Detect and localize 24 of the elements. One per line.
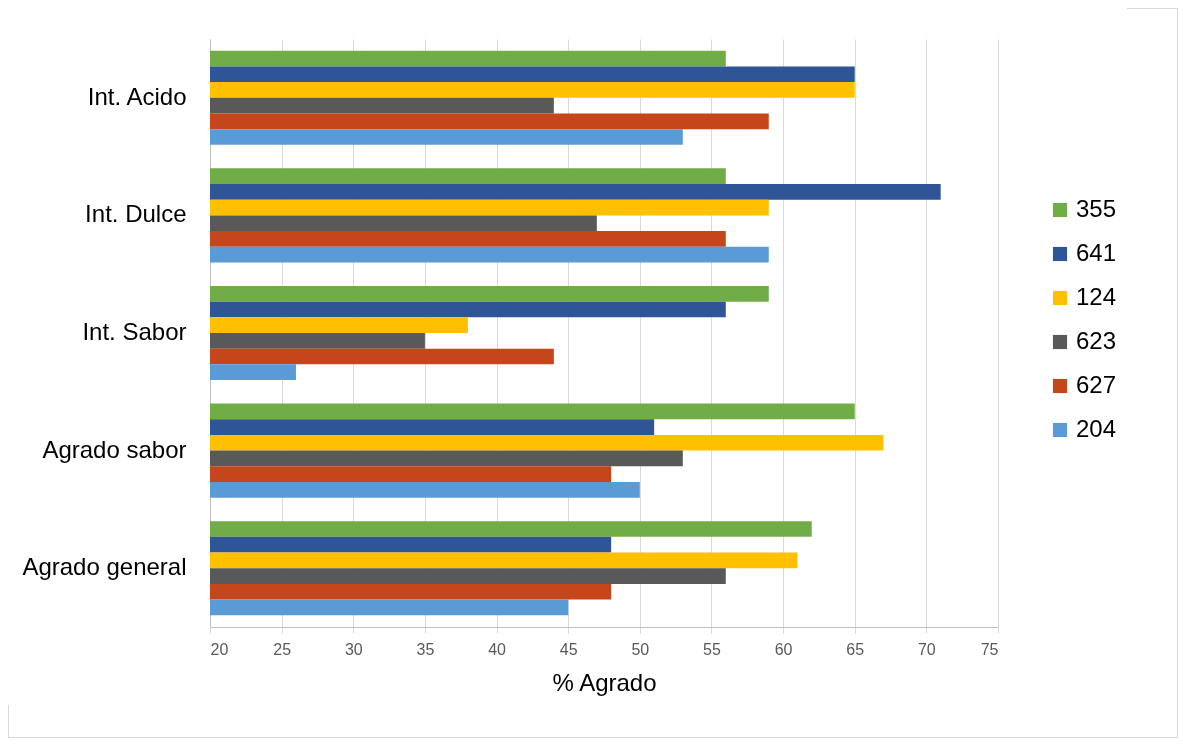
legend-label: 627 bbox=[1076, 371, 1117, 398]
x-axis-title: % Agrado bbox=[552, 668, 657, 696]
y-tick-label: Agrado general bbox=[22, 553, 187, 581]
y-tick-label: Int. Acido bbox=[87, 82, 187, 110]
x-tick-label: 50 bbox=[631, 640, 650, 658]
x-tick-label: 45 bbox=[559, 640, 578, 658]
x-tick-label: 30 bbox=[344, 640, 363, 658]
legend-label: 204 bbox=[1076, 415, 1117, 442]
y-tick-label: Agrado sabor bbox=[42, 435, 187, 463]
x-tick-label: 20 bbox=[210, 640, 229, 658]
legend-label: 623 bbox=[1076, 327, 1117, 354]
x-tick-label: 65 bbox=[846, 640, 865, 658]
x-tick-label: 70 bbox=[917, 640, 936, 658]
legend-label: 355 bbox=[1076, 195, 1117, 222]
x-tick-label: 40 bbox=[488, 640, 507, 658]
y-tick-label: Int. Sabor bbox=[82, 318, 187, 345]
x-tick-label: 75 bbox=[980, 640, 999, 658]
legend-label: 641 bbox=[1076, 239, 1117, 266]
legend-label: 124 bbox=[1076, 283, 1117, 310]
x-tick-label: 60 bbox=[774, 640, 793, 658]
x-tick-label: 55 bbox=[703, 640, 721, 658]
x-tick-label: 25 bbox=[273, 640, 292, 658]
x-tick-label: 35 bbox=[416, 640, 435, 658]
y-tick-label: Int. Dulce bbox=[85, 200, 187, 228]
